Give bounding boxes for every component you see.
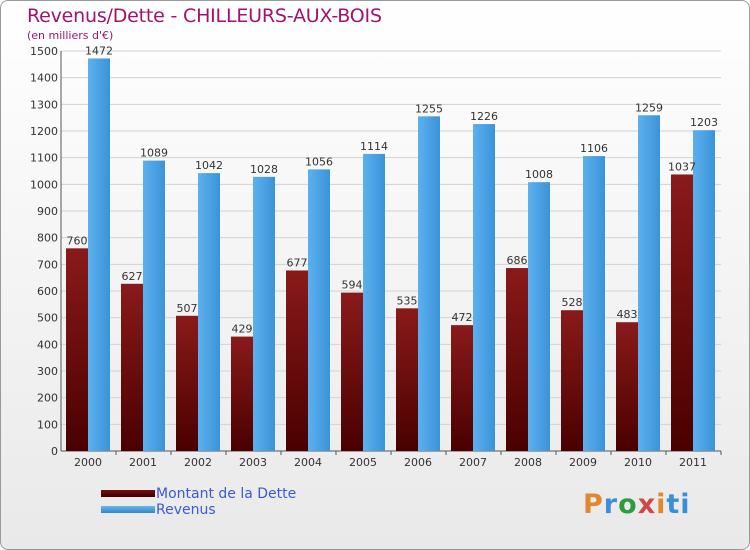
y-tick-label: 900 bbox=[37, 205, 58, 218]
legend-swatch-debt bbox=[101, 490, 155, 497]
y-tick-label: 800 bbox=[37, 232, 58, 245]
data-label-revenue: 1042 bbox=[195, 159, 223, 172]
y-tick-label: 100 bbox=[37, 418, 58, 431]
data-label-debt: 472 bbox=[452, 311, 473, 324]
bar-debt bbox=[286, 270, 308, 451]
x-tick-label: 2011 bbox=[679, 456, 707, 469]
x-tick-label: 2008 bbox=[514, 456, 542, 469]
bar-debt bbox=[341, 292, 363, 451]
legend-label-debt: Montant de la Dette bbox=[156, 486, 297, 502]
data-label-debt: 535 bbox=[397, 294, 418, 307]
data-label-revenue: 1114 bbox=[360, 140, 388, 153]
bar-revenue bbox=[528, 182, 550, 451]
bar-revenue bbox=[583, 156, 605, 452]
data-label-revenue: 1106 bbox=[580, 142, 608, 155]
data-label-revenue: 1203 bbox=[690, 116, 718, 129]
data-label-debt: 686 bbox=[507, 254, 528, 267]
x-tick-label: 2002 bbox=[184, 456, 212, 469]
x-tick-label: 2006 bbox=[404, 456, 432, 469]
y-tick-label: 1500 bbox=[30, 45, 58, 58]
data-label-debt: 483 bbox=[617, 308, 638, 321]
bar-debt bbox=[616, 322, 638, 451]
y-tick-label: 1300 bbox=[30, 98, 58, 111]
bars bbox=[66, 58, 715, 452]
data-label-revenue: 1089 bbox=[140, 147, 168, 160]
legend-label-revenue: Revenus bbox=[156, 502, 216, 518]
data-label-revenue: 1472 bbox=[85, 44, 113, 57]
bar-revenue bbox=[253, 176, 275, 451]
bar-debt bbox=[396, 308, 418, 451]
y-tick-label: 0 bbox=[51, 445, 58, 458]
data-label-debt: 528 bbox=[562, 296, 583, 309]
bar-revenue bbox=[198, 173, 220, 451]
data-label-revenue: 1028 bbox=[250, 163, 278, 176]
data-label-revenue: 1259 bbox=[635, 101, 663, 114]
y-tick-label: 1000 bbox=[30, 178, 58, 191]
y-tick-label: 300 bbox=[37, 365, 58, 378]
bar-revenue bbox=[473, 124, 495, 452]
data-label-revenue: 1255 bbox=[415, 102, 443, 115]
x-tick-label: 2010 bbox=[624, 456, 652, 469]
bar-revenue bbox=[88, 58, 110, 451]
x-tick-label: 2005 bbox=[349, 456, 377, 469]
bar-debt bbox=[121, 283, 143, 451]
x-tick-label: 2004 bbox=[294, 456, 322, 469]
chart-title: Revenus/Dette - CHILLEURS-AUX-BOIS bbox=[27, 5, 382, 27]
data-label-revenue: 1226 bbox=[470, 110, 498, 123]
x-tick-label: 2000 bbox=[74, 456, 102, 469]
data-label-revenue: 1056 bbox=[305, 155, 333, 168]
labels: 0 100 200 300 400 500 600 700 800 900 1000 1100 1200… bbox=[30, 44, 718, 469]
data-label-debt: 594 bbox=[342, 279, 363, 292]
bar-debt bbox=[561, 310, 583, 451]
bar-debt bbox=[451, 325, 473, 451]
x-tick-label: 2007 bbox=[459, 456, 487, 469]
x-tick-label: 2009 bbox=[569, 456, 597, 469]
bar-debt bbox=[671, 174, 693, 451]
gridlines bbox=[60, 50, 722, 455]
data-label-revenue: 1008 bbox=[525, 168, 553, 181]
y-tick-label: 700 bbox=[37, 258, 58, 271]
x-tick-label: 2001 bbox=[129, 456, 157, 469]
chart-subtitle: (en milliers d'€) bbox=[27, 29, 114, 42]
y-tick-label: 1200 bbox=[30, 125, 58, 138]
data-label-debt: 507 bbox=[177, 302, 198, 315]
bar-debt bbox=[176, 315, 198, 451]
y-tick-label: 500 bbox=[37, 312, 58, 325]
data-label-debt: 627 bbox=[122, 270, 143, 283]
bar-revenue bbox=[418, 116, 440, 451]
legend-swatch-revenue bbox=[101, 506, 155, 513]
y-tick-label: 200 bbox=[37, 392, 58, 405]
y-tick-label: 1100 bbox=[30, 152, 58, 165]
y-tick-label: 400 bbox=[37, 338, 58, 351]
bar-debt bbox=[506, 268, 528, 451]
y-tick-label: 1400 bbox=[30, 72, 58, 85]
data-label-debt: 429 bbox=[232, 323, 253, 336]
proxiti-logo: Proxiti bbox=[583, 489, 691, 520]
bar-revenue bbox=[363, 153, 385, 451]
bar-debt bbox=[66, 248, 88, 451]
bar-revenue bbox=[143, 160, 165, 451]
data-label-debt: 677 bbox=[287, 256, 308, 269]
bar-revenue bbox=[308, 169, 330, 451]
x-tick-label: 2003 bbox=[239, 456, 267, 469]
y-tick-label: 600 bbox=[37, 285, 58, 298]
bar-revenue bbox=[638, 115, 660, 452]
data-label-debt: 760 bbox=[67, 234, 88, 247]
bar-debt bbox=[231, 336, 253, 451]
bar-revenue bbox=[693, 130, 715, 451]
data-label-debt: 1037 bbox=[668, 160, 696, 173]
